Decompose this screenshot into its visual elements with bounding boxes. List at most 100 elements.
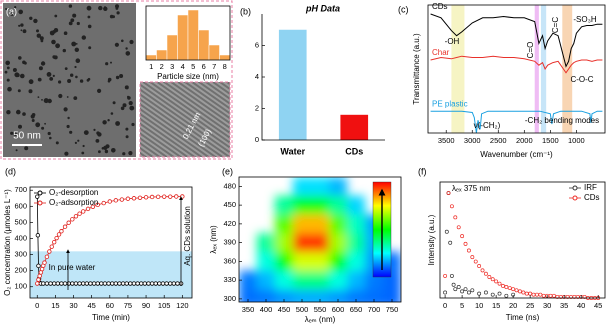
heatmap-cell [257,233,275,252]
particle [121,39,124,43]
data-point [463,287,468,292]
tem-particles [4,4,135,156]
heatmap-cell [293,177,311,196]
data-point [37,273,42,279]
annotation: -OH [445,37,460,46]
particle [52,74,55,77]
data-point [443,273,448,278]
particle [105,62,109,66]
x-tick-label: 400 [260,305,273,314]
data-point [56,232,62,237]
data-point [175,281,180,286]
bar [278,29,307,140]
particle [110,112,114,115]
data-point [466,248,471,253]
heatmap-cell [257,270,275,290]
data-point [125,196,131,201]
particle [18,9,24,15]
particle [75,58,81,63]
x-tick-label: 600 [332,305,345,314]
data-point [511,287,516,292]
particle [115,75,120,80]
particle [9,11,15,16]
particle [98,5,103,11]
particle [122,103,127,108]
particle [47,98,52,104]
y-tick-label: 300 [223,294,236,303]
particle [104,149,109,154]
y-tick-label: 360 [223,256,236,265]
heatmap-cell [293,214,311,234]
particle [73,96,78,100]
data-point [153,281,158,286]
data-point [466,290,471,295]
data-point [124,281,129,286]
particle [30,114,35,119]
x-tick-label: CDs [345,146,363,156]
x-tick-label: 5 [191,62,195,71]
annotation: -CH₂ bending modes [525,116,599,125]
data-point [51,281,57,286]
x-tick-label: 1500 [542,136,559,145]
data-point [47,249,52,254]
legend-marker [572,185,578,191]
particle [35,122,41,128]
particle [114,42,119,47]
particle [12,68,17,72]
particle [29,16,33,20]
data-point [107,199,112,204]
heatmap-cell [239,270,257,290]
annotation: C-O-C [570,75,593,84]
annotation: Aq. CDs solution [183,206,192,266]
particle [15,149,18,152]
heatmap-cell [383,289,401,302]
heatmap-cell [311,195,329,215]
data-point [514,288,519,293]
data-point [582,294,587,299]
heatmap-cell [257,252,275,271]
x-tick-label: 25 [526,301,534,310]
heatmap-cell [293,270,311,290]
data-point [54,235,59,241]
annotation: C=C [551,17,560,33]
data-point [477,264,482,268]
particle [51,39,56,45]
x-tick-label: 750 [386,305,399,314]
x-tick-label: 10 [475,301,483,310]
particle [22,29,27,34]
heatmap-cell [329,233,347,252]
panel-label: (a) [6,6,17,16]
data-point [487,275,492,279]
data-point [59,229,64,234]
scale-bar-label: 50 nm [13,131,41,142]
particle [66,124,70,129]
particle [88,46,92,50]
particle [6,110,11,115]
x-tick-label: 0 [443,301,447,310]
x-tick-label: 45 [594,301,602,310]
y-tick-label: 420 [223,219,236,228]
data-point [500,283,505,288]
particle [4,70,8,74]
data-point [35,281,40,286]
heatmap-cell [311,177,329,196]
data-point [99,281,104,286]
particle [53,55,58,60]
x-tick-label: 5 [460,301,464,310]
data-point [456,285,461,289]
x-tick-label: 8 [223,62,227,71]
legend-marker [37,190,43,196]
particle [74,141,77,144]
y-tick-label: 500 [14,217,27,226]
particle [58,80,62,84]
y-tick-label: 400 [14,233,27,242]
heatmap-cell [329,177,347,196]
data-point [91,281,97,286]
data-point [101,200,106,206]
data-point [160,281,166,286]
data-point [494,279,499,284]
x-tick-label: 30 [69,301,77,310]
data-point [42,260,47,265]
data-point [35,233,41,238]
particle [110,61,112,64]
